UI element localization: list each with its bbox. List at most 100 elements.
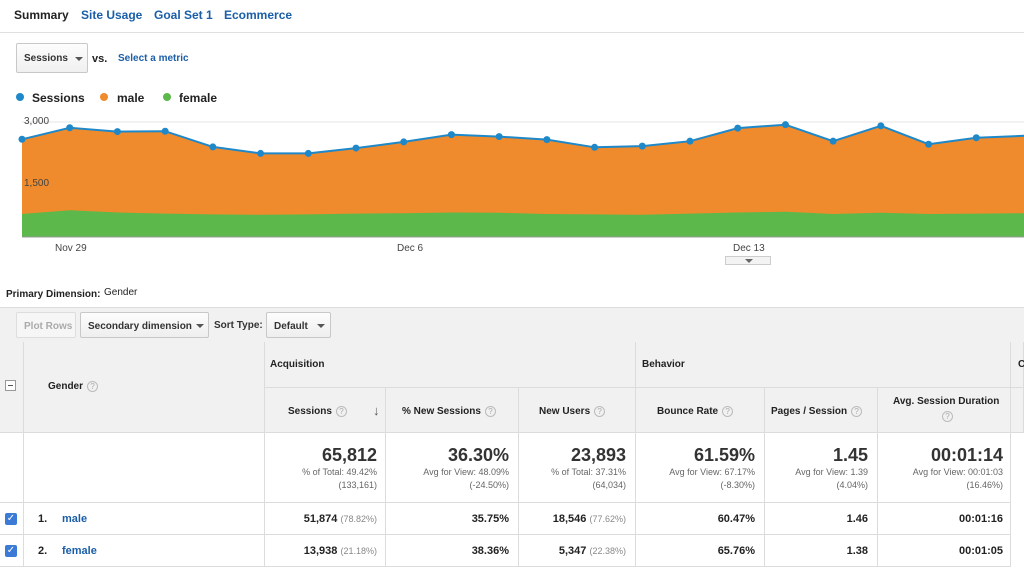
metric-dropdown[interactable]: Sessions xyxy=(16,43,88,73)
bounce-rate-header: Bounce Rate? xyxy=(657,406,734,417)
row2-pages-session: 1.38 xyxy=(846,545,868,557)
acquisition-header: Acquisition xyxy=(270,359,325,370)
row2-new-users: 5,347 (22.38%) xyxy=(558,545,626,557)
sessions-point-5[interactable] xyxy=(209,143,217,151)
sort-type-dropdown[interactable]: Default xyxy=(266,312,331,338)
col-bounce-rate[interactable] xyxy=(636,388,765,433)
col-sessions[interactable] xyxy=(265,388,386,433)
sessions-point-9[interactable] xyxy=(400,138,408,146)
row2-bounce-rate: 65.76% xyxy=(717,545,755,557)
x-tick-dec-6: Dec 6 xyxy=(397,243,424,254)
help-icon[interactable]: ? xyxy=(851,406,863,417)
help-icon[interactable]: ? xyxy=(594,406,606,417)
row2-check-cell xyxy=(0,535,24,567)
gender-header: Gender? xyxy=(48,381,99,392)
primary-dimension-gender[interactable]: Gender xyxy=(104,287,138,298)
row2-gender-cell xyxy=(24,535,265,567)
col-new-sessions[interactable] xyxy=(386,388,519,433)
row2-number: 2. xyxy=(38,545,48,557)
sessions-point-19[interactable] xyxy=(877,122,885,130)
row2-sessions-cell xyxy=(265,535,386,567)
row1-bounce-rate: 60.47% xyxy=(717,513,755,525)
row1-bounce-cell xyxy=(636,503,765,535)
row2-duration-cell xyxy=(878,535,1011,567)
x-tick-dec-13: Dec 13 xyxy=(733,243,765,254)
totals-bounce-cell xyxy=(636,433,765,503)
secondary-dimension-dropdown[interactable]: Secondary dimension xyxy=(80,312,209,338)
row1-check-cell xyxy=(0,503,24,535)
sort-type-value: Default xyxy=(274,321,308,332)
table-toolbar: Plot Rows Secondary dimension Sort Type:… xyxy=(0,307,1024,342)
total-sessions: 65,812 xyxy=(321,445,377,465)
help-icon[interactable]: ? xyxy=(87,381,99,392)
sessions-point-11[interactable] xyxy=(495,133,503,141)
metric-dropdown-value: Sessions xyxy=(24,53,68,64)
sessions-header: Sessions? xyxy=(288,406,347,417)
male-area xyxy=(22,124,1024,237)
secondary-dimension-label: Secondary dimension xyxy=(88,321,192,332)
tab-goal-set-1[interactable]: Goal Set 1 xyxy=(154,8,213,22)
sessions-point-1[interactable] xyxy=(18,135,26,143)
row1-pages-cell xyxy=(765,503,878,535)
legend-sessions: Sessions xyxy=(32,91,85,105)
conversions-header-truncated: C xyxy=(1018,359,1024,370)
sessions-point-10[interactable] xyxy=(447,131,455,139)
vs-label: vs. xyxy=(92,53,108,65)
sessions-point-3[interactable] xyxy=(113,128,121,136)
sessions-point-12[interactable] xyxy=(543,136,551,144)
total-pages-session: 1.45 xyxy=(832,445,868,465)
row2-new-users-cell xyxy=(519,535,636,567)
sessions-point-6[interactable] xyxy=(257,149,265,157)
col-avg-duration[interactable] xyxy=(878,388,1011,433)
row1-number: 1. xyxy=(38,513,48,525)
total-new-users-sub: % of Total: 37.31% (64,034) xyxy=(551,467,626,490)
tab-site-usage[interactable]: Site Usage xyxy=(81,8,143,22)
total-bounce-rate: 61.59% xyxy=(693,445,755,465)
totals-new-sessions-cell xyxy=(386,433,519,503)
sessions-point-21[interactable] xyxy=(972,134,980,142)
sessions-point-15[interactable] xyxy=(686,137,694,145)
row2-checkbox[interactable]: ✓ xyxy=(5,545,17,557)
row1-avg-duration: 00:01:16 xyxy=(958,513,1003,525)
help-icon[interactable]: ? xyxy=(335,406,347,417)
chevron-down-icon xyxy=(196,324,204,328)
sort-desc-arrow-icon[interactable]: ↓ xyxy=(373,403,380,418)
row1-sessions-cell xyxy=(265,503,386,535)
sessions-point-20[interactable] xyxy=(925,140,933,148)
row1-gender-link[interactable]: male xyxy=(62,513,88,525)
female-area xyxy=(22,210,1024,237)
sessions-point-14[interactable] xyxy=(638,142,646,150)
row2-gender-link[interactable]: female xyxy=(62,545,97,557)
chart-resize-handle[interactable] xyxy=(725,256,771,265)
row2-sessions: 13,938 (21.18%) xyxy=(303,545,377,557)
help-icon[interactable]: ? xyxy=(484,406,496,417)
row1-new-sessions: 35.75% xyxy=(471,513,509,525)
y-tick-3000: 3,000 xyxy=(24,116,50,127)
total-new-sessions-sub: Avg for View: 48.09% (-24.50%) xyxy=(423,467,509,490)
col-new-users[interactable] xyxy=(519,388,636,433)
tab-summary[interactable]: Summary xyxy=(14,8,69,22)
totals-pages-cell xyxy=(765,433,878,503)
sessions-point-7[interactable] xyxy=(304,149,312,157)
avg-duration-header: Avg. Session Duration xyxy=(893,396,1000,407)
select-metric-link[interactable]: Select a metric xyxy=(118,53,189,64)
total-new-sessions: 36.30% xyxy=(447,445,509,465)
totals-label-cell xyxy=(24,433,265,503)
sessions-point-2[interactable] xyxy=(66,124,74,132)
help-icon[interactable]: ? xyxy=(942,411,953,422)
row1-checkbox[interactable]: ✓ xyxy=(5,513,17,525)
sessions-point-18[interactable] xyxy=(829,137,837,145)
sessions-point-17[interactable] xyxy=(781,121,789,129)
row2-bounce-cell xyxy=(636,535,765,567)
tab-ecommerce[interactable]: Ecommerce xyxy=(224,8,293,22)
help-icon[interactable]: ? xyxy=(722,406,734,417)
total-bounce-rate-sub: Avg for View: 67.17% (-8.30%) xyxy=(669,467,755,490)
totals-duration-cell xyxy=(878,433,1011,503)
collapse-icon[interactable] xyxy=(5,380,16,391)
sessions-point-13[interactable] xyxy=(591,143,599,151)
sessions-point-8[interactable] xyxy=(352,144,360,152)
row1-new-users-cell xyxy=(519,503,636,535)
sessions-point-4[interactable] xyxy=(161,127,169,135)
plot-rows-button[interactable]: Plot Rows xyxy=(16,312,76,338)
sessions-point-16[interactable] xyxy=(734,124,742,132)
